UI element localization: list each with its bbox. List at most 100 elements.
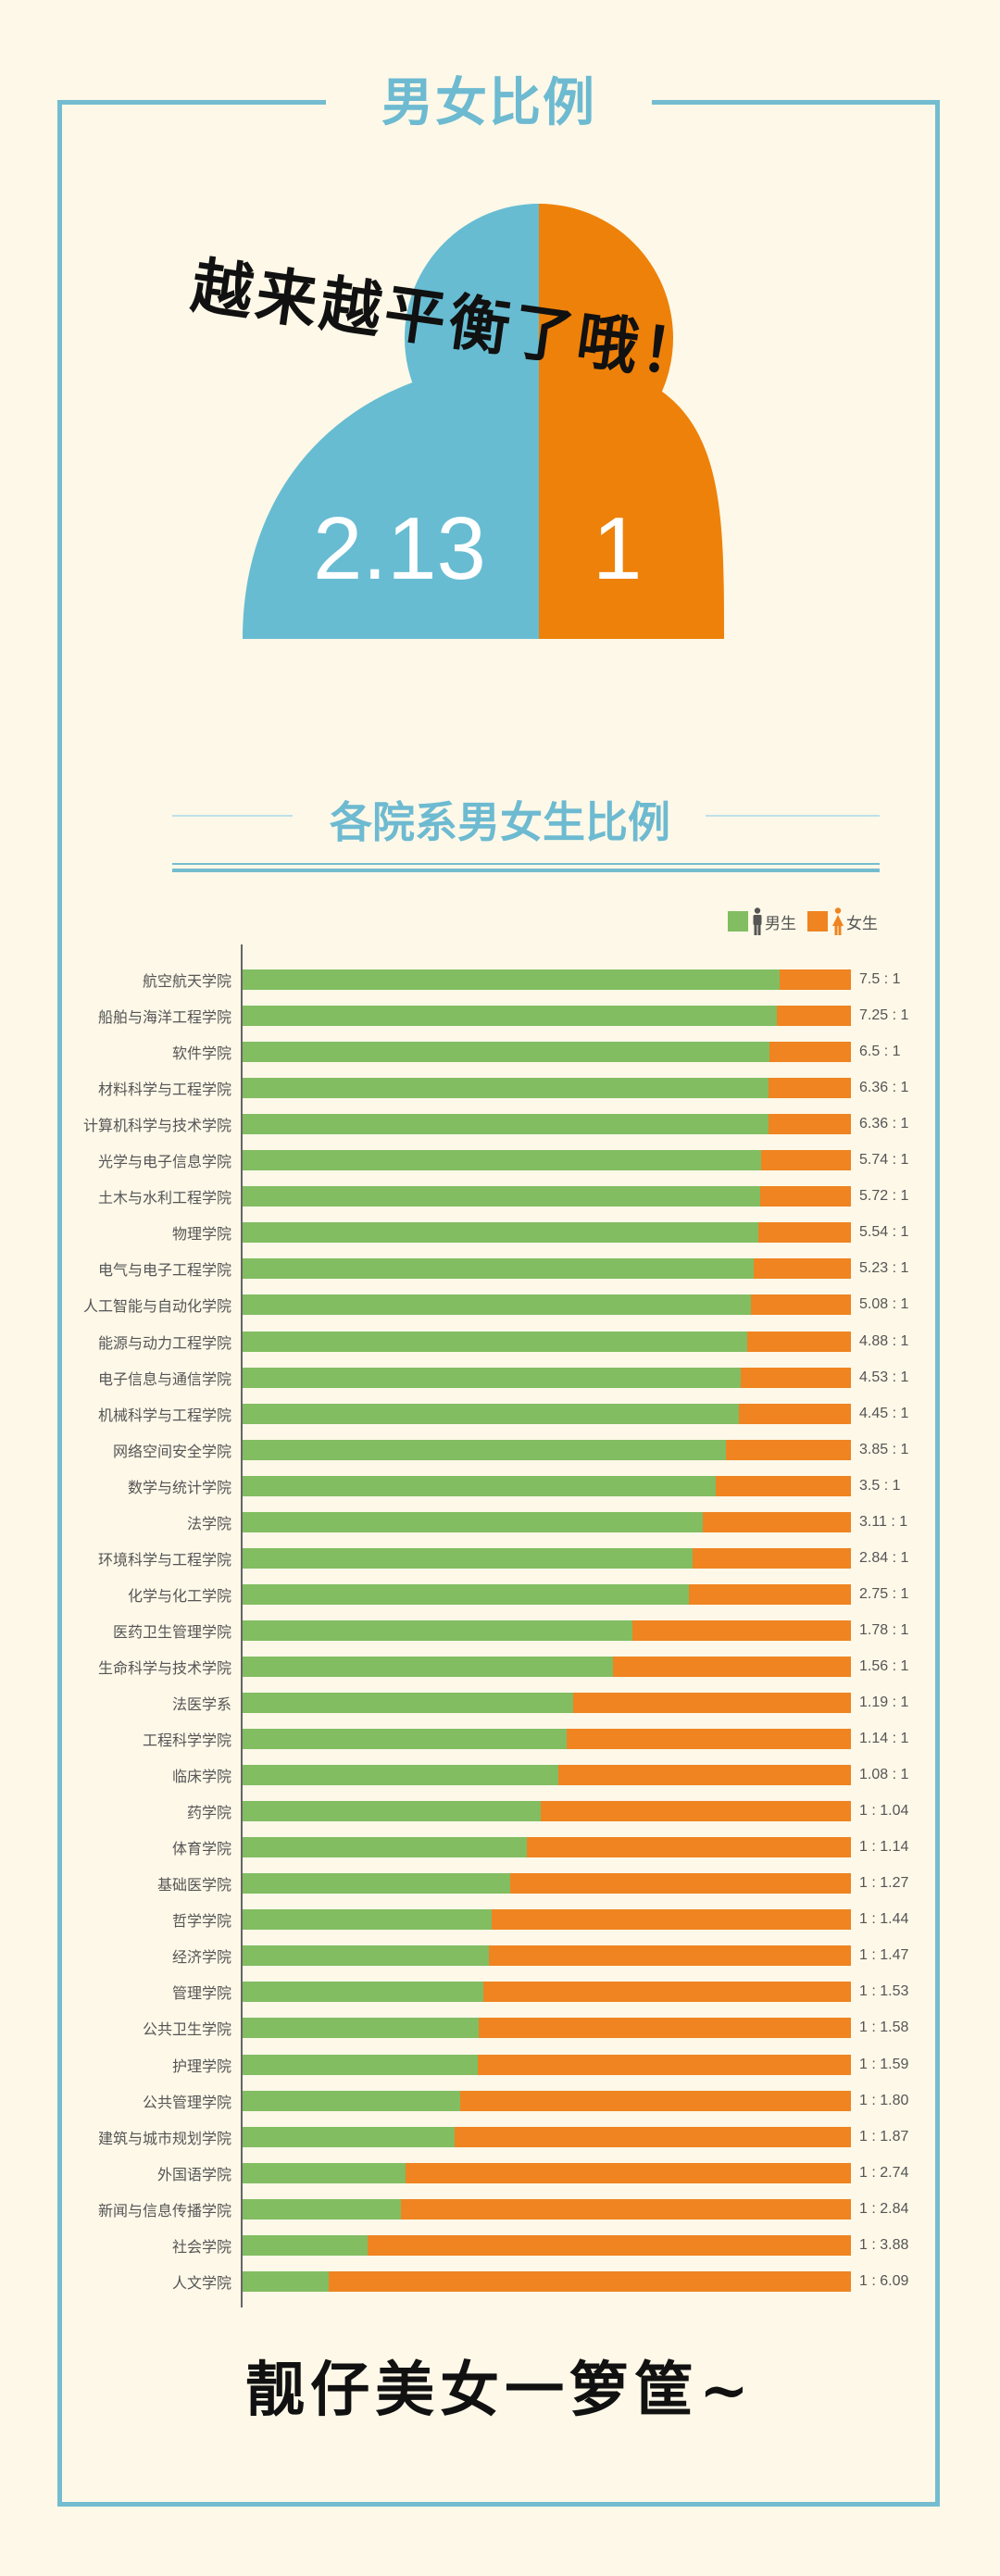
ratio-bar: [243, 1619, 851, 1641]
female-segment: [492, 1909, 851, 1931]
college-name: 人文学院: [171, 2273, 231, 2292]
male-segment: [243, 1801, 542, 1822]
chart-y-axis: [241, 944, 243, 2307]
female-segment: [769, 1042, 851, 1063]
ratio-value: 1.08 : 1: [859, 1767, 909, 1783]
male-segment: [243, 1114, 769, 1135]
ratio-value: 1 : 1.14: [859, 1839, 909, 1856]
ratio-value: 5.54 : 1: [859, 1224, 909, 1241]
college-name: 经济学院: [171, 1948, 231, 1967]
college-name: 物理学院: [171, 1225, 231, 1244]
ratio-value: 3.5 : 1: [859, 1477, 901, 1494]
ratio-bar: [243, 1547, 851, 1569]
female-segment: [459, 2090, 851, 2111]
female-segment: [768, 1114, 851, 1135]
college-name: 网络空间安全学院: [112, 1442, 231, 1460]
legend-male-swatch: [728, 911, 748, 932]
footer-text: 靓仔美女一箩筐~: [245, 2356, 755, 2425]
ratio-bar: [243, 1982, 851, 2003]
male-segment: [243, 969, 780, 990]
table-row: 环境科学与工程学院 2.84 : 1: [0, 1547, 1000, 1569]
ratio-bar: [243, 2126, 851, 2147]
ratio-bar: [243, 2090, 851, 2111]
ratio-bar: [243, 1403, 851, 1424]
female-segment: [367, 2234, 851, 2256]
male-segment: [243, 2234, 368, 2256]
table-row: 临床学院 1.08 : 1: [0, 1765, 1000, 1786]
title-gap: [326, 89, 652, 117]
female-segment: [631, 1619, 851, 1641]
female-segment: [482, 1982, 851, 2003]
female-segment: [753, 1258, 851, 1280]
college-name: 人工智能与自动化学院: [82, 1297, 231, 1316]
overall-male-ratio: 2.13: [313, 499, 486, 598]
male-segment: [243, 1656, 614, 1677]
female-segment: [527, 1837, 851, 1858]
table-row: 工程科学学院 1.14 : 1: [0, 1729, 1000, 1750]
female-segment: [328, 2270, 851, 2292]
college-name: 材料科学与工程学院: [97, 1081, 231, 1099]
college-name: 机械科学与工程学院: [97, 1406, 231, 1424]
male-segment: [243, 1439, 726, 1460]
table-row: 机械科学与工程学院 4.45 : 1: [0, 1403, 1000, 1424]
male-segment: [243, 1619, 632, 1641]
male-segment: [243, 2198, 402, 2220]
table-row: 人文学院 1 : 6.09: [0, 2270, 1000, 2292]
college-name: 法医学系: [171, 1695, 231, 1713]
ratio-value: 1 : 2.74: [859, 2164, 909, 2181]
female-segment: [541, 1801, 851, 1822]
ratio-bar: [243, 2270, 851, 2292]
table-row: 法医学系 1.19 : 1: [0, 1693, 1000, 1713]
male-person-icon: [753, 907, 762, 935]
table-row: 化学与化工学院 2.75 : 1: [0, 1583, 1000, 1605]
ratio-bar: [243, 2054, 851, 2075]
ratio-bar: [243, 1656, 851, 1677]
ratio-bar: [243, 1729, 851, 1750]
table-row: 体育学院 1 : 1.14: [0, 1837, 1000, 1858]
ratio-bar: [243, 969, 851, 990]
college-name: 外国语学院: [156, 2165, 231, 2183]
male-segment: [243, 1222, 758, 1244]
ratio-value: 6.5 : 1: [859, 1044, 901, 1060]
ratio-value: 1 : 1.44: [859, 1911, 909, 1928]
ratio-value: 5.72 : 1: [859, 1188, 909, 1205]
male-segment: [243, 1042, 770, 1063]
ratio-value: 3.11 : 1: [859, 1513, 908, 1530]
male-segment: [243, 1873, 511, 1894]
college-name: 体育学院: [171, 1840, 231, 1858]
table-row: 公共管理学院 1 : 1.80: [0, 2090, 1000, 2111]
college-name: 化学与化工学院: [127, 1586, 231, 1605]
college-name: 哲学学院: [171, 1912, 231, 1931]
male-segment: [243, 2090, 460, 2111]
female-segment: [777, 1006, 851, 1027]
male-segment: [243, 1078, 769, 1099]
college-name: 法学院: [186, 1514, 231, 1532]
male-segment: [243, 1765, 559, 1786]
college-name: 护理学院: [171, 2057, 231, 2075]
male-segment: [243, 1150, 761, 1171]
legend-female-swatch: [807, 911, 828, 932]
female-segment: [747, 1331, 851, 1352]
male-segment: [243, 1693, 573, 1713]
person-ratio-icon: [243, 204, 724, 639]
table-row: 药学院 1 : 1.04: [0, 1801, 1000, 1822]
table-row: 网络空间安全学院 3.85 : 1: [0, 1439, 1000, 1460]
female-segment: [703, 1511, 851, 1532]
table-row: 物理学院 5.54 : 1: [0, 1222, 1000, 1244]
table-row: 材料科学与工程学院 6.36 : 1: [0, 1078, 1000, 1099]
ratio-bar: [243, 1945, 851, 1967]
male-segment: [243, 1403, 740, 1424]
ratio-bar: [243, 1294, 851, 1316]
ratio-value: 1 : 1.27: [859, 1875, 909, 1892]
ratio-bar: [243, 2162, 851, 2183]
college-name: 临床学院: [171, 1768, 231, 1786]
college-name: 管理学院: [171, 1984, 231, 2003]
college-name: 药学院: [186, 1804, 231, 1822]
male-segment: [243, 1294, 751, 1316]
ratio-bar: [243, 1258, 851, 1280]
ratio-value: 3.85 : 1: [859, 1441, 909, 1457]
ratio-value: 5.74 : 1: [859, 1152, 909, 1169]
ratio-value: 1 : 1.87: [859, 2128, 909, 2145]
ratio-bar: [243, 1042, 851, 1063]
male-segment: [243, 1475, 716, 1496]
